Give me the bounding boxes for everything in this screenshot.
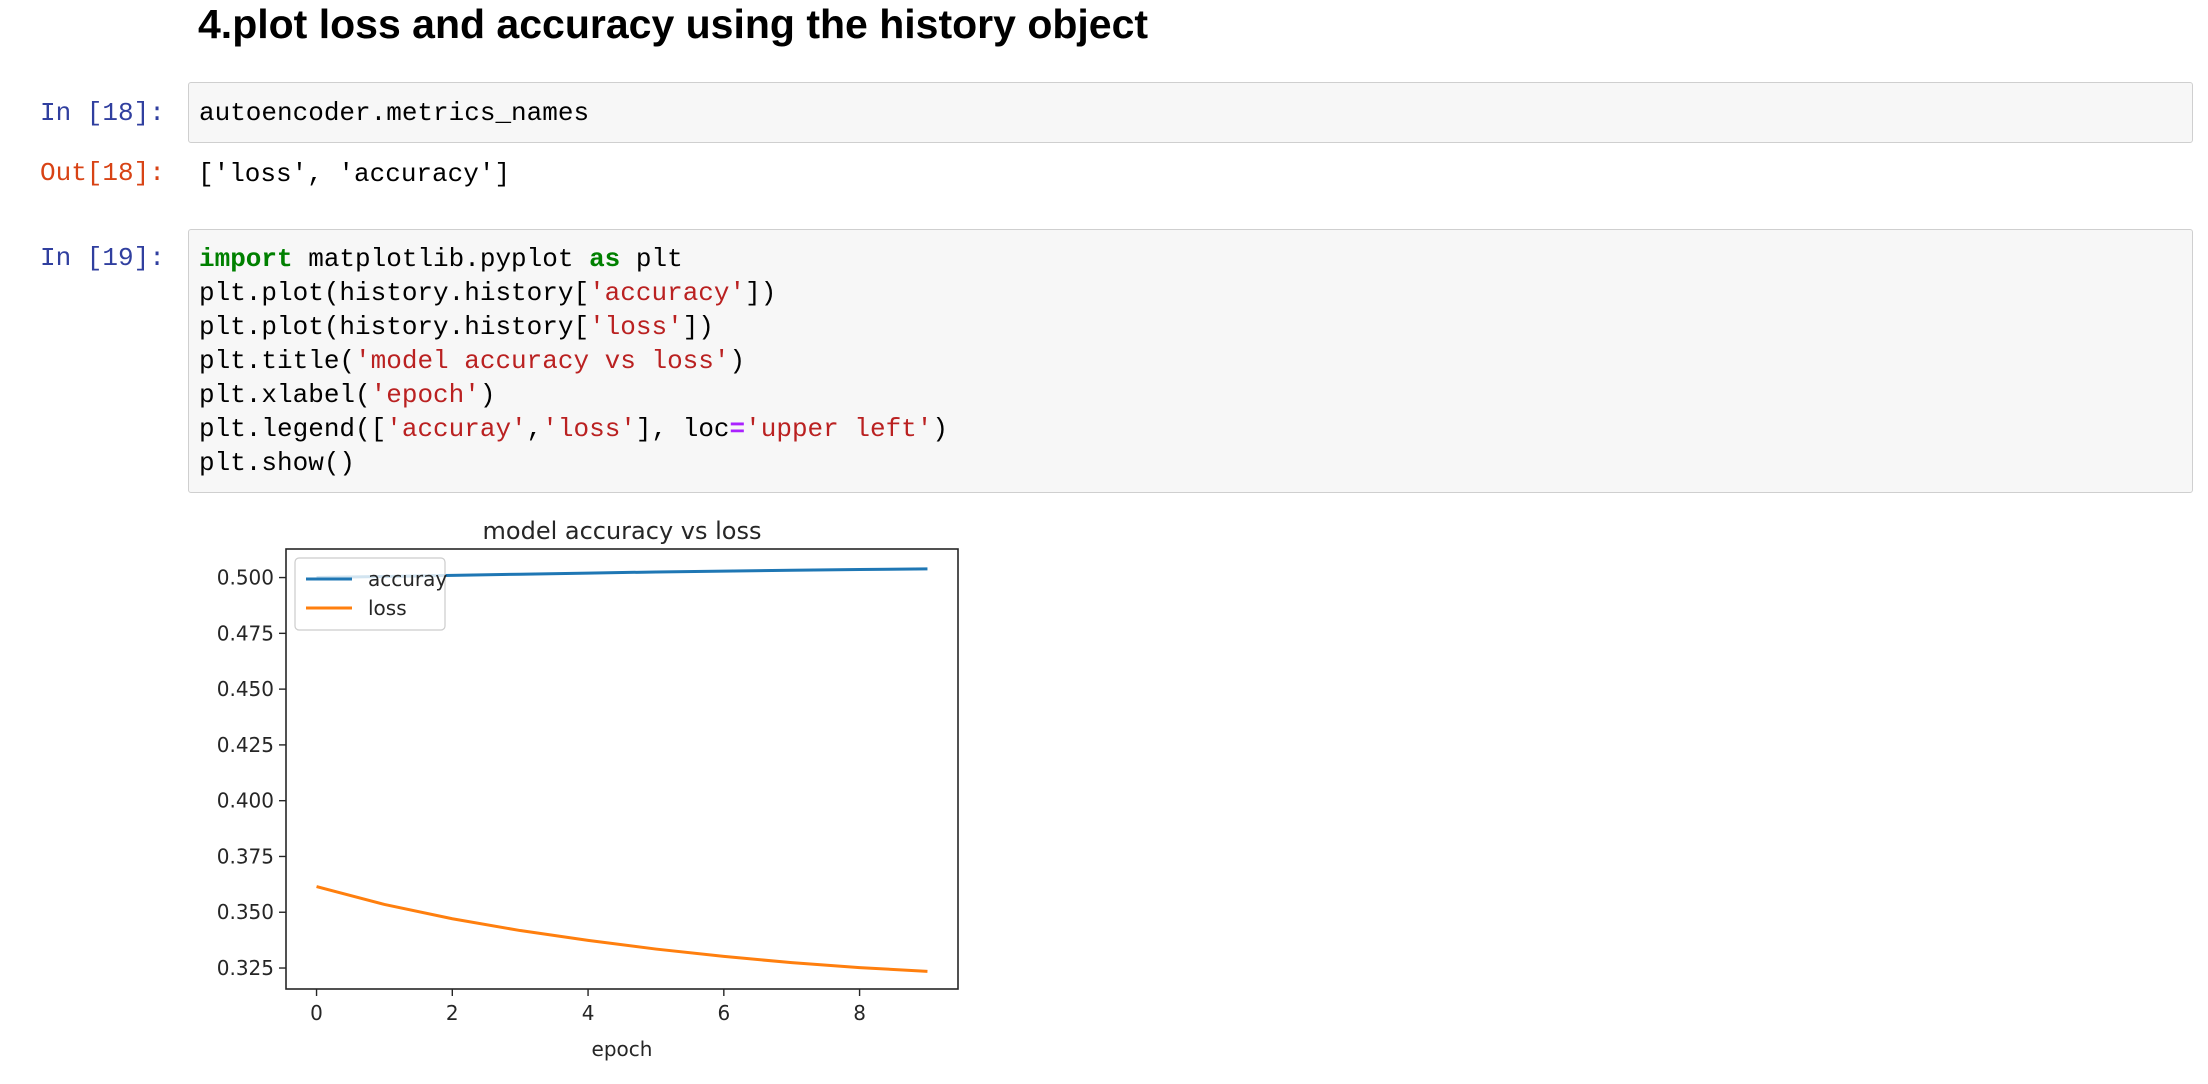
y-tick-label: 0.500 [217, 566, 274, 590]
output-chart: model accuracy vs loss 0 2 4 6 8 0.325 0.350 0.… [217, 517, 959, 1061]
x-tick-label: 2 [446, 1001, 459, 1025]
chart-title: model accuracy vs loss [483, 517, 762, 545]
code-cell-19[interactable]: import matplotlib.pyplot as plt plt.plot(… [188, 229, 2193, 493]
y-tick-label: 0.350 [217, 900, 274, 924]
code-line: plt.show() [199, 448, 356, 478]
y-tick-label: 0.325 [217, 956, 274, 980]
y-tick-label: 0.375 [217, 844, 274, 868]
y-tick-label: 0.475 [217, 621, 274, 645]
legend-label: accuray [368, 567, 447, 591]
legend-label: loss [368, 596, 407, 620]
legend-box [294, 557, 446, 631]
code-line: import matplotlib.pyplot as plt [199, 244, 683, 274]
x-tick-label: 0 [310, 1001, 323, 1025]
code-line: autoencoder.metrics_names [199, 98, 590, 128]
y-tick-label: 0.450 [217, 677, 274, 701]
code-cell-18[interactable]: autoencoder.metrics_names [188, 82, 2193, 143]
series-line-loss [316, 885, 928, 973]
y-tick-label: 0.425 [217, 733, 274, 757]
code-line: plt.legend(['accuray','loss'], loc='uppe… [199, 414, 948, 444]
input-prompt-18: In [18]: [40, 98, 165, 128]
axes-frame [285, 548, 959, 990]
code-line: plt.xlabel('epoch') [199, 380, 496, 410]
code-line: plt.plot(history.history['accuracy']) [199, 278, 777, 308]
x-tick-label: 8 [853, 1001, 866, 1025]
code-line: plt.plot(history.history['loss']) [199, 312, 714, 342]
x-axis-label: epoch [592, 1037, 653, 1061]
code-line: plt.title('model accuracy vs loss') [199, 346, 746, 376]
y-tick-label: 0.400 [217, 789, 274, 813]
x-tick-label: 6 [717, 1001, 730, 1025]
output-prompt-18: Out[18]: [40, 158, 165, 188]
input-prompt-19: In [19]: [40, 243, 165, 273]
section-heading: 4.plot loss and accuracy using the histo… [198, 1, 1149, 47]
chart-legend: accuray loss [294, 557, 447, 631]
axis-ticks: 0 2 4 6 8 0.325 0.350 0.375 0.400 0.425 0.450 0.475… [217, 566, 866, 1025]
cell-output-18: ['loss', 'accuracy'] [198, 159, 511, 189]
code-block: import matplotlib.pyplot as plt plt.plot(… [199, 242, 2192, 480]
x-tick-label: 4 [582, 1001, 595, 1025]
